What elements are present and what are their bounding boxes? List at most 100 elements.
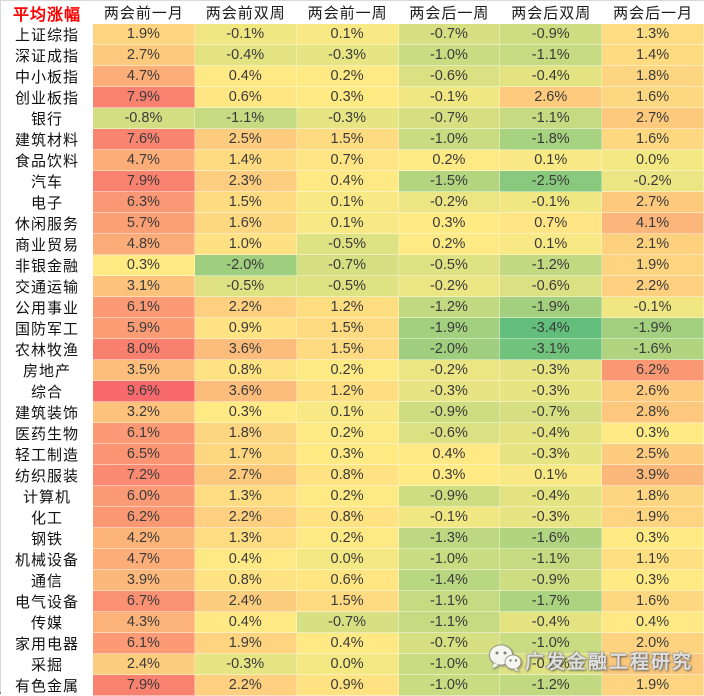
row-label: 机械设备 xyxy=(1,549,93,570)
value-cell: 0.2% xyxy=(296,486,399,507)
value-cell: 0.2% xyxy=(296,66,399,87)
row-label: 传媒 xyxy=(1,612,93,633)
row-label: 银行 xyxy=(1,108,93,129)
row-label: 中小板指 xyxy=(1,66,93,87)
value-cell: -0.8% xyxy=(93,108,195,129)
value-cell: -0.3% xyxy=(500,360,603,381)
value-cell: 1.3% xyxy=(194,528,297,549)
value-cell: 0.0% xyxy=(296,549,399,570)
value-cell: 6.7% xyxy=(93,591,195,612)
column-header: 两会前一周 xyxy=(296,1,399,24)
value-cell: 1.6% xyxy=(194,213,297,234)
value-cell: -2.5% xyxy=(500,171,603,192)
value-cell: -0.7% xyxy=(398,108,501,129)
value-cell: 2.5% xyxy=(194,129,297,150)
value-cell: 0.1% xyxy=(500,234,603,255)
value-cell: -0.5% xyxy=(296,276,399,297)
value-cell: 3.6% xyxy=(194,381,297,402)
value-cell: 3.6% xyxy=(194,339,297,360)
value-cell: 0.4% xyxy=(194,66,297,87)
value-cell: -1.2% xyxy=(398,297,501,318)
value-cell: -0.1% xyxy=(500,192,603,213)
value-cell: 0.1% xyxy=(296,213,399,234)
value-cell: 1.2% xyxy=(296,297,399,318)
value-cell: 1.6% xyxy=(602,129,704,150)
row-label: 通信 xyxy=(1,570,93,591)
value-cell: 3.1% xyxy=(93,276,195,297)
value-cell: -0.1% xyxy=(194,24,297,45)
value-cell: -1.4% xyxy=(398,570,501,591)
value-cell: 1.7% xyxy=(194,444,297,465)
value-cell: -0.3% xyxy=(500,507,603,528)
value-cell: -1.1% xyxy=(500,45,603,66)
row-label: 医药生物 xyxy=(1,423,93,444)
value-cell: -0.9% xyxy=(500,570,603,591)
value-cell: -0.9% xyxy=(398,402,501,423)
value-cell: 2.7% xyxy=(93,45,195,66)
value-cell: 6.2% xyxy=(93,507,195,528)
value-cell: -1.0% xyxy=(398,654,501,675)
value-cell: -0.4% xyxy=(500,612,603,633)
value-cell: -0.3% xyxy=(500,444,603,465)
row-label: 创业板指 xyxy=(1,87,93,108)
value-cell: -3.1% xyxy=(500,339,603,360)
row-label: 非银金融 xyxy=(1,255,93,276)
value-cell: 3.5% xyxy=(93,360,195,381)
row-label: 建筑材料 xyxy=(1,129,93,150)
value-cell: -0.7% xyxy=(296,612,399,633)
value-cell: -0.3% xyxy=(296,108,399,129)
value-cell: 0.4% xyxy=(194,549,297,570)
value-cell: 6.2% xyxy=(602,360,704,381)
value-cell: 1.9% xyxy=(602,675,704,696)
row-label: 深证成指 xyxy=(1,45,93,66)
column-header: 两会前双周 xyxy=(194,1,297,24)
value-cell: 4.7% xyxy=(93,549,195,570)
value-cell: 2.2% xyxy=(194,675,297,696)
value-cell: 0.3% xyxy=(398,465,501,486)
value-cell: -0.7% xyxy=(296,255,399,276)
value-cell: 0.4% xyxy=(602,612,704,633)
value-cell: -2.0% xyxy=(194,255,297,276)
row-label: 轻工制造 xyxy=(1,444,93,465)
row-label: 综合 xyxy=(1,381,93,402)
value-cell: 2.1% xyxy=(602,234,704,255)
value-cell: -1.1% xyxy=(500,108,603,129)
value-cell: -0.6% xyxy=(398,423,501,444)
value-cell: 1.8% xyxy=(194,423,297,444)
row-label: 电气设备 xyxy=(1,591,93,612)
value-cell: 8.0% xyxy=(93,339,195,360)
value-cell: -0.4% xyxy=(194,45,297,66)
row-label: 采掘 xyxy=(1,654,93,675)
row-label: 建筑装饰 xyxy=(1,402,93,423)
value-cell: 1.9% xyxy=(602,255,704,276)
value-cell: 0.9% xyxy=(296,675,399,696)
value-cell: -1.8% xyxy=(500,129,603,150)
value-cell: 7.9% xyxy=(93,171,195,192)
value-cell: 1.4% xyxy=(602,45,704,66)
row-label: 计算机 xyxy=(1,486,93,507)
value-cell: -0.6% xyxy=(500,276,603,297)
value-cell: 6.1% xyxy=(93,423,195,444)
value-cell: -0.5% xyxy=(194,276,297,297)
corner-label: 平均涨幅 xyxy=(12,6,81,24)
value-cell: 1.6% xyxy=(602,591,704,612)
value-cell: 9.6% xyxy=(93,381,195,402)
value-cell: 0.7% xyxy=(500,213,603,234)
value-cell: 2.7% xyxy=(602,192,704,213)
value-cell: -0.2% xyxy=(398,192,501,213)
value-cell: 2.5% xyxy=(602,444,704,465)
value-cell: 1.9% xyxy=(93,24,195,45)
value-cell: -1.6% xyxy=(602,339,704,360)
value-cell: -1.7% xyxy=(500,591,603,612)
value-cell: -0.6% xyxy=(398,66,501,87)
value-cell: 7.9% xyxy=(93,87,195,108)
value-cell: 0.1% xyxy=(296,192,399,213)
value-cell: 6.0% xyxy=(93,486,195,507)
value-cell: 2.6% xyxy=(500,87,603,108)
value-cell: -0.3% xyxy=(500,381,603,402)
value-cell: 6.1% xyxy=(93,633,195,654)
row-label: 交通运输 xyxy=(1,276,93,297)
value-cell: -0.2% xyxy=(398,276,501,297)
value-cell: 7.6% xyxy=(93,129,195,150)
